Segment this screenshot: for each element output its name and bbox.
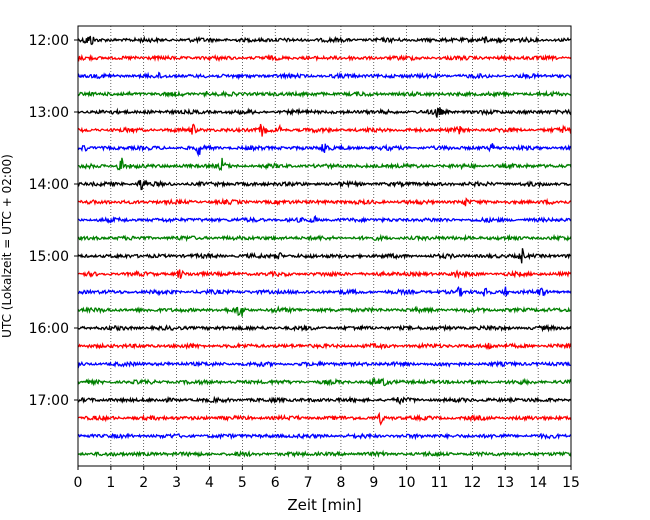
trace-1730 xyxy=(77,432,572,441)
x-tick-label: 6 xyxy=(271,475,280,491)
x-tick-label: 9 xyxy=(369,475,378,491)
x-tick-label: 2 xyxy=(139,475,148,491)
trace-1630 xyxy=(77,360,572,369)
x-tick-label: 8 xyxy=(336,475,345,491)
y-tick-label: 16:00 xyxy=(29,321,69,337)
x-tick-label: 1 xyxy=(106,475,115,491)
trace-1515 xyxy=(77,269,572,280)
x-tick-label: 15 xyxy=(562,475,580,491)
x-tick-label: 13 xyxy=(496,475,514,491)
x-tick-label: 0 xyxy=(74,475,83,491)
trace-1715 xyxy=(77,411,572,426)
trace-1500 xyxy=(77,248,572,264)
trace-1345 xyxy=(77,157,572,172)
x-tick-label: 10 xyxy=(398,475,416,491)
trace-1415 xyxy=(77,197,572,207)
trace-1600 xyxy=(77,323,572,333)
x-tick-label: 3 xyxy=(172,475,181,491)
trace-1530 xyxy=(77,286,572,298)
x-tick-label: 11 xyxy=(431,475,449,491)
seismogram-traces xyxy=(77,35,572,459)
y-tick-label: 17:00 xyxy=(29,393,69,409)
grid-lines xyxy=(110,26,539,466)
plot-frame xyxy=(77,25,572,467)
trace-1230 xyxy=(77,71,572,81)
x-tick-label: 5 xyxy=(238,475,247,491)
trace-1215 xyxy=(77,53,572,63)
x-tick-label: 14 xyxy=(529,475,547,491)
y-tick-label: 13:00 xyxy=(29,105,69,121)
y-axis-ticks: 12:00 13:00 14:00 15:00 16:00 17:00 xyxy=(29,33,78,409)
trace-1700 xyxy=(77,395,572,406)
trace-1330 xyxy=(77,143,572,158)
trace-1245 xyxy=(77,89,572,99)
trace-1200 xyxy=(77,35,572,46)
x-axis-ticks: 0 1 2 3 4 5 6 7 8 9 10 11 12 13 14 15 xyxy=(74,466,580,491)
trace-1545 xyxy=(77,305,572,317)
trace-1745 xyxy=(77,449,572,459)
trace-1445 xyxy=(77,233,572,243)
trace-1430 xyxy=(77,214,572,224)
trace-1315 xyxy=(77,123,572,137)
x-tick-label: 7 xyxy=(304,475,313,491)
x-tick-label: 4 xyxy=(205,475,214,491)
trace-1645 xyxy=(77,376,572,387)
y-tick-label: 15:00 xyxy=(29,249,69,265)
y-tick-label: 12:00 xyxy=(29,33,69,49)
trace-1400 xyxy=(77,179,572,191)
trace-1615 xyxy=(77,341,572,351)
x-axis-title: Zeit [min] xyxy=(287,496,361,514)
y-tick-label: 14:00 xyxy=(29,177,69,193)
x-tick-label: 12 xyxy=(463,475,481,491)
trace-1300 xyxy=(77,107,572,118)
y-axis-title: UTC (Lokalzeit = UTC + 02:00) xyxy=(0,154,14,338)
